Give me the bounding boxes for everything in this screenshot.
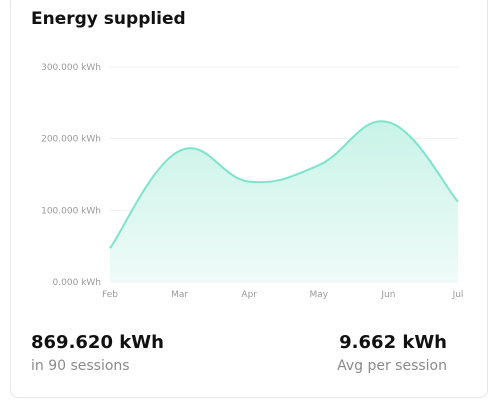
x-tick-label: May [309,290,328,300]
x-tick-label: Apr [241,290,257,300]
series-line [109,120,459,249]
x-tick-label: Mar [171,290,188,300]
y-tick-label: 100.000 kWh [41,206,101,216]
data-point [456,200,460,204]
y-tick-label: 300.000 kWh [41,63,101,73]
data-point [247,180,251,184]
data-point [317,163,321,167]
data-point [178,149,182,153]
total-sessions-label: in 90 sessions [31,358,130,374]
avg-energy-value: 9.662 kWh [339,332,447,353]
x-tick-label: Feb [102,290,118,300]
avg-per-session-label: Avg per session [337,358,447,374]
total-energy-value: 869.620 kWh [31,332,164,353]
x-tick-label: Jul [452,290,464,300]
data-point [386,120,390,124]
y-tick-label: 0.000 kWh [53,278,101,288]
card-title: Energy supplied [31,9,186,29]
x-tick-label: Jun [380,290,395,300]
series-area [110,121,458,282]
data-point [108,246,112,250]
y-tick-label: 200.000 kWh [41,135,101,145]
